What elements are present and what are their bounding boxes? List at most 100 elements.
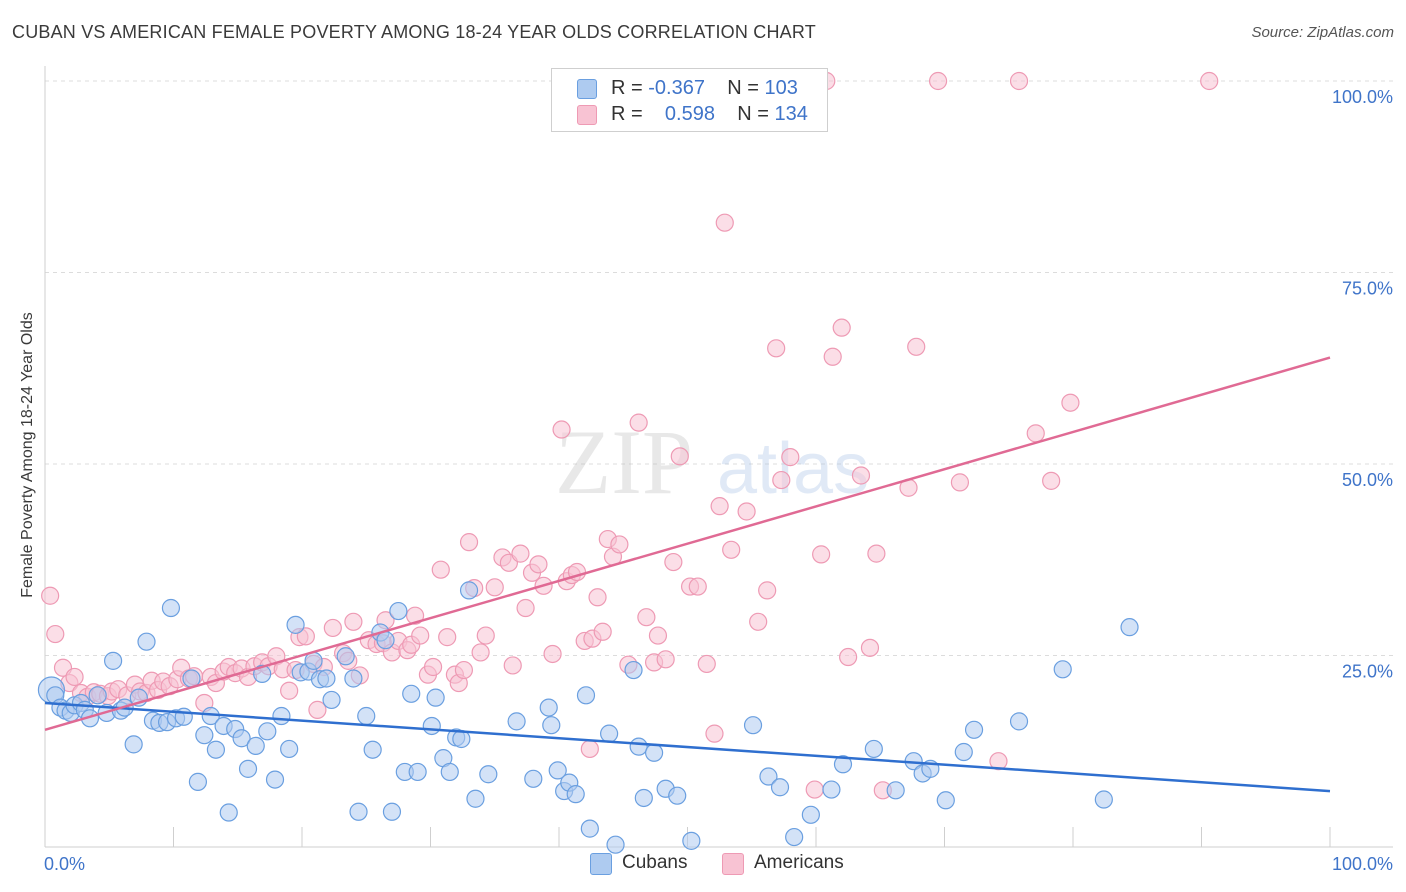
cuban-point <box>253 664 272 683</box>
american-point <box>688 577 707 596</box>
american-point <box>485 578 504 597</box>
y-tick-label: 25.0% <box>1342 662 1393 682</box>
american-point <box>812 545 831 564</box>
american-point <box>280 681 299 700</box>
american-point <box>781 448 800 467</box>
american-point <box>722 540 741 559</box>
n-value: 103 <box>764 77 798 99</box>
chart-title: CUBAN VS AMERICAN FEMALE POVERTY AMONG 1… <box>12 22 816 42</box>
american-point <box>296 627 315 646</box>
american-point <box>503 656 522 675</box>
cuban-point <box>624 660 643 680</box>
cuban-point <box>936 791 955 810</box>
american-point <box>767 339 786 358</box>
cuban-point <box>265 770 285 789</box>
cuban-point <box>548 761 567 780</box>
american-point <box>839 647 858 667</box>
cuban-point <box>785 827 804 847</box>
stats-legend: R = -0.367 N = 103 R = 0.598 N = 134 <box>551 68 828 132</box>
american-point <box>543 644 562 664</box>
cubans-swatch <box>590 853 612 875</box>
american-point <box>476 626 495 645</box>
american-point <box>860 638 880 657</box>
cuban-point <box>822 780 841 799</box>
cuban-point <box>317 669 336 688</box>
american-point <box>46 624 65 644</box>
american-point <box>431 560 450 579</box>
cuban-point <box>466 789 485 808</box>
legend-label-cubans: Cubans <box>622 852 688 873</box>
american-point <box>610 535 629 554</box>
american-point <box>907 337 926 356</box>
cuban-point <box>576 686 596 705</box>
cuban-point <box>440 762 459 782</box>
american-point <box>664 552 683 572</box>
cuban-point <box>542 716 561 735</box>
cuban-point <box>336 647 355 666</box>
cuban-point <box>422 716 441 736</box>
cuban-point <box>258 722 277 741</box>
trend-lines <box>44 356 1331 793</box>
american-point <box>454 660 474 680</box>
cuban-point <box>479 765 498 784</box>
cuban-point <box>280 739 299 759</box>
n-label: N = <box>737 103 769 125</box>
american-point <box>423 657 443 677</box>
american-point <box>511 544 530 563</box>
cuban-point <box>580 819 599 838</box>
american-point <box>593 622 612 641</box>
american-point <box>656 650 675 669</box>
cubans-points <box>37 581 1139 854</box>
cuban-point <box>644 743 664 762</box>
cuban-point <box>137 632 156 651</box>
watermark-atlas: atlas <box>717 429 869 509</box>
cuban-point <box>402 684 421 703</box>
r-value: 0.598 <box>664 103 715 125</box>
american-point <box>637 608 656 627</box>
cuban-point <box>382 802 402 821</box>
american-point <box>344 612 363 631</box>
r-label: R = <box>611 103 643 125</box>
r-label: R = <box>611 77 643 99</box>
cuban-point <box>833 755 853 774</box>
cuban-point <box>357 706 376 726</box>
americans-trend-line <box>44 356 1331 732</box>
american-point <box>832 318 851 337</box>
cuban-point <box>600 724 619 743</box>
cuban-point <box>344 669 363 688</box>
x-tick-label: 100.0% <box>1332 854 1393 874</box>
cuban-point <box>886 781 905 800</box>
cuban-point <box>606 835 625 854</box>
american-point <box>41 586 60 605</box>
cuban-point <box>954 742 973 762</box>
american-point <box>411 626 430 645</box>
cuban-point <box>964 720 984 739</box>
cubans-swatch <box>577 79 597 99</box>
cuban-point <box>219 803 238 822</box>
cuban-point <box>408 762 427 782</box>
american-point <box>710 497 729 516</box>
cuban-point <box>759 767 778 786</box>
american-point <box>1042 471 1061 490</box>
cuban-point <box>1009 712 1029 731</box>
american-point <box>588 588 607 607</box>
grid-lines <box>45 80 1393 656</box>
american-point <box>1009 71 1029 91</box>
cuban-point <box>246 736 265 755</box>
y-tick-label: 100.0% <box>1332 87 1393 107</box>
cuban-point <box>161 598 181 618</box>
cuban-point <box>272 706 291 726</box>
cuban-point <box>668 786 687 805</box>
american-point <box>552 420 571 439</box>
cuban-point <box>349 802 368 821</box>
american-point <box>705 724 724 743</box>
american-point <box>516 598 535 618</box>
american-point <box>529 555 548 574</box>
american-point <box>758 581 777 600</box>
cuban-point <box>634 788 653 808</box>
tick-labels: 25.0% 50.0% 75.0% 100.0% 0.0% 100.0% <box>44 87 1393 874</box>
cuban-point <box>232 729 251 748</box>
cuban-point <box>682 831 701 850</box>
american-point <box>805 780 824 799</box>
